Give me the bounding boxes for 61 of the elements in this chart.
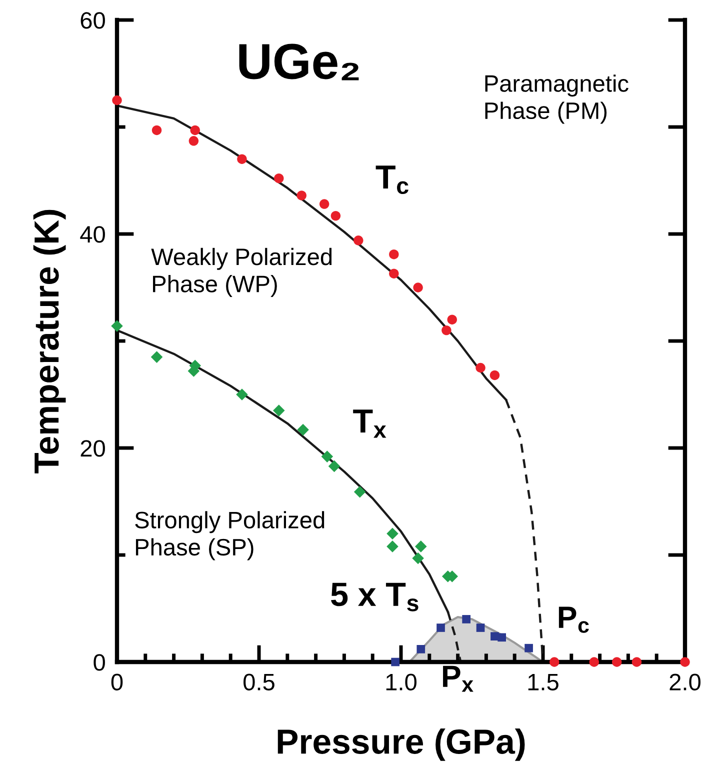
point [389, 268, 399, 278]
x-axis-title: Pressure (GPa) [278, 728, 525, 761]
point [476, 362, 486, 373]
point [436, 624, 445, 632]
x-tick-label: 1.0 [386, 674, 416, 690]
point [319, 199, 330, 209]
y-axis-title: Temperature (K) [33, 210, 66, 474]
annotation: Strongly Polarized Phase (SP) [135, 511, 324, 560]
point [442, 325, 452, 336]
point [550, 657, 560, 667]
point [476, 624, 485, 632]
x-tick-label: 1.5 [528, 674, 558, 690]
point [490, 370, 500, 380]
y-tick-label: 60 [80, 12, 105, 29]
point [386, 528, 398, 540]
point [330, 210, 341, 221]
point [416, 644, 426, 654]
point [150, 351, 163, 363]
point [612, 657, 622, 667]
point [680, 657, 690, 667]
annotation: Paramagnetic Phase (PM) [485, 74, 628, 124]
point [462, 615, 470, 624]
point [391, 658, 400, 666]
point [190, 125, 200, 136]
point [321, 450, 334, 462]
annotation: P$_{c}$ [558, 606, 589, 633]
point [297, 424, 309, 436]
point [188, 136, 199, 146]
y-tick-label: 0 [94, 654, 105, 671]
annotation: T$_{c}$ [376, 166, 408, 194]
annotation: 5 x T$_{s}$ [331, 582, 418, 612]
point [413, 282, 423, 292]
x-tick-label: 0 [111, 674, 123, 690]
point [632, 657, 642, 667]
point [152, 125, 162, 136]
point [389, 249, 399, 260]
point [386, 540, 398, 552]
annotation: P$_{x}$ [443, 666, 474, 692]
chart-title: UGe₂ [239, 44, 359, 80]
x-tick-label: 2.0 [670, 674, 700, 690]
point [274, 174, 284, 184]
point [236, 388, 248, 400]
point [414, 540, 427, 552]
point [111, 320, 123, 332]
point [412, 552, 424, 564]
point [272, 404, 285, 416]
point [589, 657, 599, 667]
point [498, 633, 506, 642]
y-tick-label: 20 [80, 440, 105, 457]
point [296, 190, 306, 200]
point [112, 95, 122, 106]
point [328, 460, 340, 472]
point [354, 236, 364, 246]
annotation: Weakly Polarized Phase (WP) [151, 248, 332, 298]
point [447, 314, 457, 324]
point [354, 486, 366, 498]
point [524, 644, 533, 652]
annotation: T$_{x}$ [353, 410, 386, 438]
x-tick-label: 0.5 [244, 674, 274, 690]
point [237, 154, 247, 164]
y-tick-label: 40 [80, 226, 105, 243]
